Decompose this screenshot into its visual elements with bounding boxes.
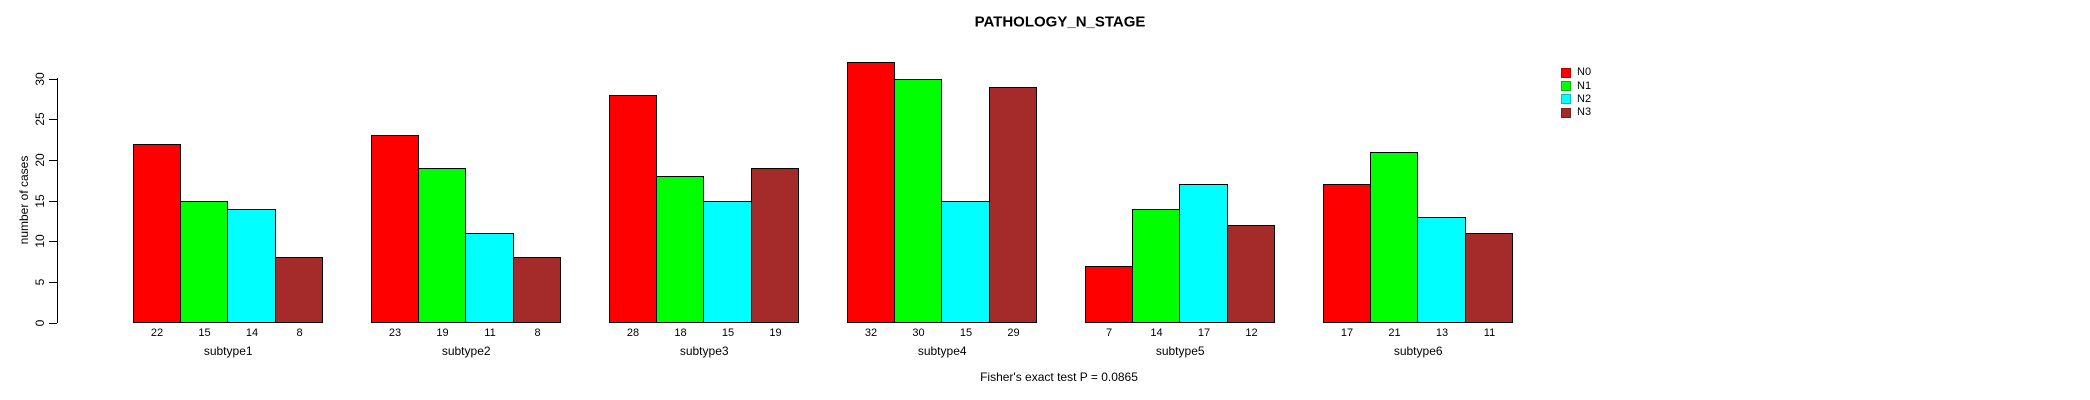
y-tick-mark xyxy=(49,241,57,242)
bar-value-subtype6-N3: 11 xyxy=(1483,327,1496,339)
y-tick-label: 25 xyxy=(33,112,47,126)
bar-value-subtype1-N2: 14 xyxy=(245,327,259,339)
bar-subtype3-N3 xyxy=(751,168,799,323)
bar-subtype1-N2 xyxy=(227,209,276,323)
category-label-subtype4: subtype4 xyxy=(917,344,967,358)
legend-swatch-N0 xyxy=(1561,67,1571,78)
legend: N0 N1 N2 N3 xyxy=(1561,66,1591,120)
bar-subtype3-N2 xyxy=(703,201,752,323)
bar-value-subtype3-N1: 18 xyxy=(674,327,687,339)
y-tick-label: 30 xyxy=(33,71,47,86)
legend-label: N0 xyxy=(1577,66,1592,79)
bar-value-subtype5-N3: 12 xyxy=(1245,327,1258,339)
bar-subtype5-N2 xyxy=(1179,184,1228,323)
bar-value-subtype4-N0: 32 xyxy=(864,327,878,339)
bar-value-subtype2-N2: 11 xyxy=(484,327,496,339)
legend-label: N3 xyxy=(1577,106,1592,119)
category-label-subtype2: subtype2 xyxy=(441,344,491,358)
legend-swatch-N2 xyxy=(1561,94,1571,105)
category-label-subtype1: subtype1 xyxy=(203,344,253,358)
y-tick-label: 20 xyxy=(33,153,47,167)
bar-value-subtype3-N0: 28 xyxy=(626,327,640,339)
annotation-text: Fisher's exact test P = 0.0865 xyxy=(980,370,1138,384)
bar-value-subtype5-N1: 14 xyxy=(1150,327,1163,339)
bar-subtype1-N0 xyxy=(133,144,181,323)
y-tick-mark xyxy=(49,119,57,120)
bar-subtype4-N3 xyxy=(989,87,1037,323)
bar-subtype2-N2 xyxy=(465,233,514,323)
legend-item-N3: N3 xyxy=(1561,106,1591,119)
bar-subtype4-N0 xyxy=(847,62,895,323)
bar-subtype5-N0 xyxy=(1085,266,1133,323)
chart-title: PATHOLOGY_N_STAGE xyxy=(974,13,1146,31)
bar-subtype4-N2 xyxy=(941,201,990,323)
bar-value-subtype2-N3: 8 xyxy=(534,327,541,339)
bar-subtype3-N0 xyxy=(609,95,657,323)
bar-value-subtype5-N0: 7 xyxy=(1105,327,1113,339)
bar-subtype6-N1 xyxy=(1370,152,1418,323)
bar-subtype5-N1 xyxy=(1132,209,1180,323)
y-tick-mark xyxy=(49,323,57,324)
bar-value-subtype4-N3: 29 xyxy=(1007,327,1020,339)
y-axis-label: number of cases xyxy=(17,155,31,245)
legend-swatch-N1 xyxy=(1561,81,1571,92)
legend-item-N1: N1 xyxy=(1561,79,1591,92)
bar-value-subtype6-N1: 21 xyxy=(1388,327,1401,339)
bar-subtype1-N1 xyxy=(180,201,228,323)
bar-subtype2-N3 xyxy=(513,257,561,323)
y-tick-label: 0 xyxy=(33,319,47,326)
bar-value-subtype1-N1: 15 xyxy=(198,327,211,339)
bar-subtype5-N3 xyxy=(1227,225,1275,323)
bar-subtype1-N3 xyxy=(275,257,323,323)
legend-item-N2: N2 xyxy=(1561,93,1591,106)
y-tick-mark xyxy=(49,201,57,202)
y-tick-mark xyxy=(49,79,57,80)
bar-subtype6-N2 xyxy=(1417,217,1466,323)
bar-subtype2-N1 xyxy=(418,168,466,323)
bar-subtype3-N1 xyxy=(656,176,704,323)
y-tick-label: 15 xyxy=(33,193,47,208)
bar-subtype6-N3 xyxy=(1465,233,1513,323)
legend-swatch-N3 xyxy=(1561,107,1571,118)
y-tick-mark xyxy=(49,282,57,283)
y-tick-label: 5 xyxy=(33,278,47,286)
category-label-subtype6: subtype6 xyxy=(1393,344,1443,358)
bar-value-subtype4-N1: 30 xyxy=(912,327,925,339)
bar-value-subtype3-N2: 15 xyxy=(721,327,735,339)
bar-subtype6-N0 xyxy=(1323,184,1371,323)
bar-value-subtype5-N2: 17 xyxy=(1197,327,1211,339)
bar-subtype4-N1 xyxy=(894,79,942,323)
bar-subtype2-N0 xyxy=(371,135,419,323)
category-label-subtype5: subtype5 xyxy=(1155,344,1205,358)
bar-value-subtype3-N3: 19 xyxy=(769,327,782,339)
y-tick-mark xyxy=(49,160,57,161)
legend-item-N0: N0 xyxy=(1561,66,1591,79)
bar-value-subtype6-N0: 17 xyxy=(1340,327,1354,339)
bar-value-subtype6-N2: 13 xyxy=(1435,327,1449,339)
category-label-subtype3: subtype3 xyxy=(679,344,729,358)
legend-label: N1 xyxy=(1577,79,1592,92)
y-axis-line xyxy=(57,78,58,323)
bar-value-subtype1-N3: 8 xyxy=(296,327,303,339)
y-tick-label: 10 xyxy=(33,234,47,248)
bar-value-subtype2-N0: 23 xyxy=(388,327,402,339)
legend-label: N2 xyxy=(1577,92,1592,105)
bar-value-subtype1-N0: 22 xyxy=(150,327,164,339)
bar-value-subtype2-N1: 19 xyxy=(436,327,449,339)
bar-value-subtype4-N2: 15 xyxy=(959,327,973,339)
